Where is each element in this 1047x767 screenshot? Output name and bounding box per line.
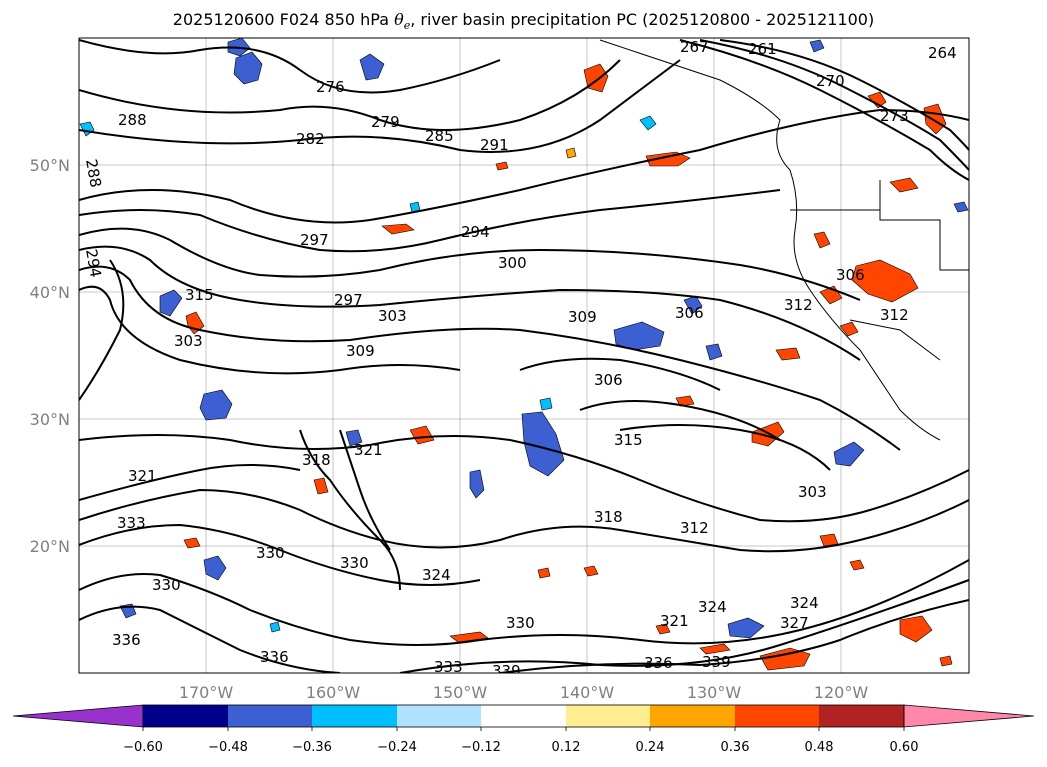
contour-label: 330	[152, 576, 181, 594]
contour-label: 330	[256, 544, 285, 562]
contour-label: 306	[675, 304, 704, 322]
contour-label: 267	[680, 38, 709, 56]
colorbar-segment	[566, 705, 650, 727]
lon-label: 140°W	[560, 683, 615, 702]
contour-label: 318	[302, 451, 331, 469]
theta-symbol: θe	[394, 10, 411, 33]
map-frame	[78, 37, 970, 674]
map-background	[79, 38, 969, 673]
contour-label: 297	[300, 231, 329, 249]
contour-label: 333	[117, 514, 146, 532]
contour-label: 336	[644, 654, 673, 672]
colorbar-segment	[650, 705, 735, 727]
contour-label: 321	[660, 612, 689, 630]
contour-label: 297	[334, 291, 363, 309]
contour-label: 276	[316, 78, 345, 96]
lon-label: 130°W	[687, 683, 742, 702]
lon-label: 170°W	[179, 683, 234, 702]
colorbar-tick-label: −0.12	[461, 740, 501, 755]
contour-label: 315	[614, 431, 643, 449]
colorbar-segment	[735, 705, 819, 727]
contour-label: 279	[371, 113, 400, 131]
colorbar-segment	[481, 705, 566, 727]
negative-precip-patches	[79, 38, 969, 639]
contour-label: 303	[378, 307, 407, 325]
lat-label: 50°N	[30, 156, 70, 175]
contour-label: 327	[780, 614, 809, 632]
lon-label: 150°W	[433, 683, 488, 702]
colorbar-tick-label: −0.60	[123, 740, 163, 755]
colorbar-segment	[143, 705, 228, 727]
contour-label: 282	[296, 130, 325, 148]
colorbar-tick-label: 0.24	[636, 740, 665, 755]
contour-label: 324	[422, 566, 451, 584]
contour-label: 294	[82, 248, 105, 279]
lon-label: 120°W	[814, 683, 869, 702]
lon-label: 160°W	[306, 683, 361, 702]
colorbar-segment	[228, 705, 312, 727]
colorbar-tick-label: −0.24	[377, 740, 417, 755]
contour-label: 291	[480, 136, 509, 154]
colorbar-tick-label: 0.36	[721, 740, 750, 755]
colorbar: −0.60 −0.48 −0.36 −0.24 −0.12 0.12 0.24 …	[12, 704, 1035, 755]
contour-label: 312	[784, 296, 813, 314]
contour-label: 330	[340, 554, 369, 572]
latitude-labels: 50°N 40°N 30°N 20°N	[30, 156, 70, 556]
contour-label: 303	[798, 483, 827, 501]
colorbar-tick-label: −0.48	[208, 740, 248, 755]
contour-label: 324	[790, 594, 819, 612]
contour-label: 306	[836, 266, 865, 284]
longitude-labels: 170°W 160°W 150°W 140°W 130°W 120°W	[179, 683, 869, 702]
contour-label: 288	[118, 111, 147, 129]
colorbar-tick-labels: −0.60 −0.48 −0.36 −0.24 −0.12 0.12 0.24 …	[123, 740, 918, 755]
contour-label: 339	[702, 653, 731, 671]
contour-label: 294	[461, 223, 490, 241]
colorbar-ticks	[142, 727, 905, 731]
contour-label: 312	[680, 519, 709, 537]
contour-labels: 288 288 282 279 285 291 294 297 297 300 …	[82, 38, 957, 680]
contour-label: 321	[128, 467, 157, 485]
contour-label: 309	[346, 342, 375, 360]
colorbar-segment	[819, 705, 904, 727]
contour-label: 318	[594, 508, 623, 526]
colorbar-extend-high	[903, 704, 1035, 728]
contour-label: 303	[174, 332, 203, 350]
contour-label: 315	[185, 286, 214, 304]
lat-label: 40°N	[30, 283, 70, 302]
map-title: 2025120600 F024 850 hPa θe, river basin …	[0, 10, 1047, 32]
theta-e-contours	[79, 39, 969, 673]
map-content: 288 288 282 279 285 291 294 297 297 300 …	[79, 38, 969, 680]
contour-label: 285	[425, 127, 454, 145]
contour-label: 264	[928, 44, 957, 62]
contour-label: 270	[816, 72, 845, 90]
colorbar-tick-label: 0.12	[552, 740, 581, 755]
contour-label: 321	[354, 441, 383, 459]
contour-label: 306	[594, 371, 623, 389]
colorbar-segment	[397, 705, 481, 727]
contour-label: 288	[82, 158, 105, 189]
colorbar-tick-label: −0.36	[292, 740, 332, 755]
title-prefix: 2025120600 F024 850 hPa	[172, 10, 395, 29]
colorbar-extend-low	[12, 704, 144, 728]
lat-label: 30°N	[30, 410, 70, 429]
contour-label: 261	[748, 40, 777, 58]
positive-precip-patches	[183, 63, 953, 671]
contour-label: 330	[506, 614, 535, 632]
colorbar-tick-label: 0.48	[805, 740, 834, 755]
contour-label: 336	[112, 631, 141, 649]
colorbar-tick-label: 0.60	[890, 740, 919, 755]
lat-label: 20°N	[30, 537, 70, 556]
contour-label: 339	[492, 662, 521, 680]
contour-label: 300	[498, 254, 527, 272]
contour-label: 336	[260, 648, 289, 666]
contour-label: 309	[568, 308, 597, 326]
contour-label: 333	[434, 658, 463, 676]
colorbar-segment	[312, 705, 397, 727]
title-suffix: , river basin precipitation PC (20251208…	[410, 10, 875, 29]
contour-label: 273	[880, 107, 909, 125]
contour-label: 324	[698, 598, 727, 616]
contour-label: 312	[880, 306, 909, 324]
coastlines	[599, 39, 969, 441]
